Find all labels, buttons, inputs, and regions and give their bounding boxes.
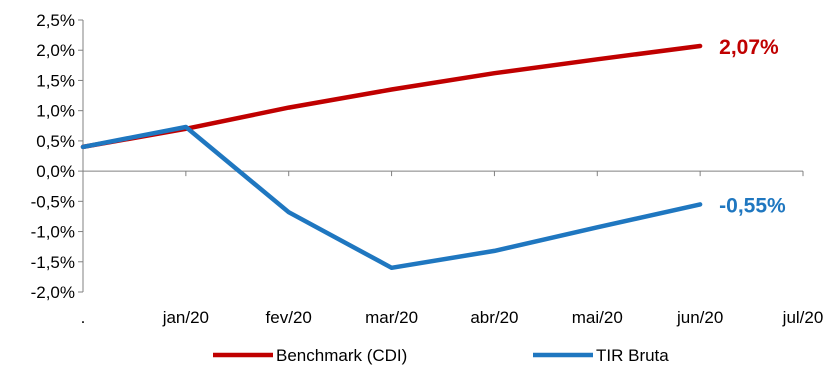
y-tick-label: 1,5% [36, 71, 75, 90]
x-tick-label: mai/20 [572, 308, 623, 327]
x-tick-label: jun/20 [676, 308, 723, 327]
legend: Benchmark (CDI) TIR Bruta [213, 346, 669, 365]
y-tick-label: 0,0% [36, 162, 75, 181]
y-tick-label: 2,0% [36, 41, 75, 60]
x-tick-label: . [81, 308, 86, 327]
x-tick-label: abr/20 [470, 308, 518, 327]
x-tick-label: mar/20 [365, 308, 418, 327]
series-line-1 [80, 43, 703, 150]
end-labels: 2,07% -0,55% [719, 36, 786, 217]
y-tick-label: -1,0% [31, 223, 75, 242]
y-tick-label: 0,5% [36, 132, 75, 151]
y-tick-label: -1,5% [31, 253, 75, 272]
y-tick-label: -0,5% [31, 192, 75, 211]
x-tick-label: jan/20 [162, 308, 209, 327]
end-label-1: 2,07% [719, 36, 779, 59]
series-layer [80, 43, 703, 271]
y-axis: 2,5% 2,0% 1,5% 1,0% 0,5% 0,0% -0,5% -1,0% -1,5% -… [31, 11, 84, 302]
y-tick-label: 2,5% [36, 11, 75, 30]
y-tick-label: -2,0% [31, 283, 75, 302]
legend-label-2: TIR Bruta [596, 346, 669, 365]
x-tick-label: fev/20 [266, 308, 312, 327]
x-tick-label: jul/20 [782, 308, 824, 327]
series-line-2 [80, 124, 703, 271]
x-axis: . jan/20 fev/20 mar/20 abr/20 mai/20 jun/20 jul… [81, 170, 824, 327]
legend-label-1: Benchmark (CDI) [276, 346, 407, 365]
y-tick-label: 1,0% [36, 102, 75, 121]
end-label-2: -0,55% [719, 194, 786, 217]
